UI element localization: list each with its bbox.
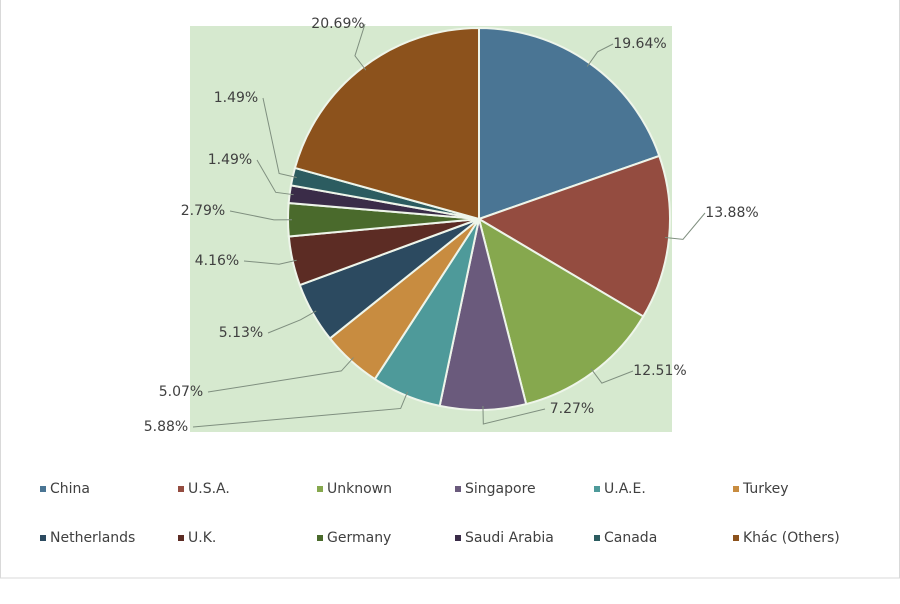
data-label: 1.49% bbox=[208, 152, 252, 168]
legend-swatch bbox=[40, 486, 46, 492]
leader-line bbox=[207, 357, 354, 393]
legend-swatch bbox=[178, 535, 184, 541]
data-label: 4.16% bbox=[195, 253, 239, 269]
data-label: 13.88% bbox=[705, 205, 758, 221]
legend-swatch bbox=[455, 535, 461, 541]
data-label: 19.64% bbox=[613, 36, 666, 52]
data-label: 1.49% bbox=[214, 90, 258, 106]
leader-line bbox=[262, 97, 297, 178]
legend-label: Netherlands bbox=[50, 530, 135, 546]
leader-line bbox=[192, 391, 409, 428]
legend-label: Canada bbox=[604, 530, 657, 546]
legend-swatch bbox=[455, 486, 461, 492]
pie bbox=[287, 26, 671, 411]
data-label: 5.88% bbox=[144, 419, 188, 435]
data-label: 20.69% bbox=[311, 16, 364, 32]
leader-line bbox=[590, 368, 634, 384]
legend-label: Singapore bbox=[465, 481, 536, 497]
leader-line bbox=[354, 23, 367, 71]
legend-swatch bbox=[733, 486, 739, 492]
data-label: 2.79% bbox=[181, 203, 225, 219]
legend-label: U.K. bbox=[188, 530, 216, 546]
data-label: 5.07% bbox=[159, 384, 203, 400]
data-label: 5.13% bbox=[219, 325, 263, 341]
legend-swatch bbox=[40, 535, 46, 541]
leader-line bbox=[586, 43, 614, 67]
legend-label: Saudi Arabia bbox=[465, 530, 554, 546]
data-label: 7.27% bbox=[550, 401, 594, 417]
legend-swatch bbox=[317, 535, 323, 541]
legend-label: Unknown bbox=[327, 481, 392, 497]
leader-line bbox=[267, 310, 317, 334]
legend-label: Turkey bbox=[742, 481, 789, 497]
legend-label: China bbox=[50, 481, 90, 497]
leader-line bbox=[665, 212, 706, 240]
legend-swatch bbox=[594, 535, 600, 541]
leader-line bbox=[243, 259, 297, 265]
data-labels: 19.64% 13.88% 12.51% 7.27% 5.88% 5.07% 5.13% 4.… bbox=[144, 16, 759, 435]
leader-line bbox=[256, 159, 294, 196]
legend-label: Germany bbox=[327, 530, 391, 546]
leader-line bbox=[229, 210, 293, 221]
leader-line bbox=[482, 405, 546, 425]
legend-swatch bbox=[733, 535, 739, 541]
legend: China U.S.A. Unknown Singapore U.A.E. Turkey N… bbox=[40, 481, 840, 546]
legend-swatch bbox=[317, 486, 323, 492]
legend-label: U.S.A. bbox=[188, 481, 230, 497]
legend-swatch bbox=[178, 486, 184, 492]
legend-label: Khác (Others) bbox=[743, 530, 840, 546]
legend-label: U.A.E. bbox=[604, 481, 646, 497]
data-label: 12.51% bbox=[633, 363, 686, 379]
legend-swatch bbox=[594, 486, 600, 492]
